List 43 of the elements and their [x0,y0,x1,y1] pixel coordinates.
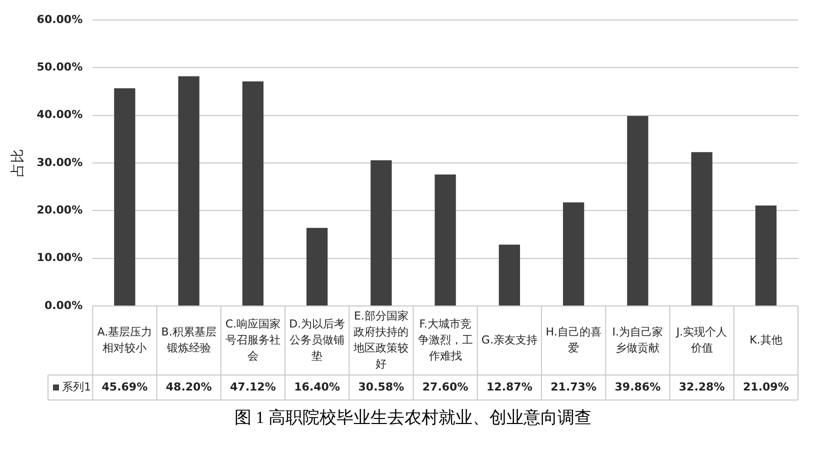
text: 图 1 高职院校毕业生去农村就业、创业意向调查 [234,407,592,429]
y-tick-label: 20.00% [36,204,83,217]
y-axis-title: 占比 [10,149,26,177]
x-tick-label: K.其他 [750,333,782,346]
data-label: 16.40% [294,380,340,394]
data-label: 27.60% [422,380,468,394]
y-tick-label: 40.00% [36,108,83,122]
x-tick-label: I.为自己家乡做贡献 [612,325,664,354]
data-label: 21.73% [550,380,596,394]
bar [242,81,264,306]
bar [306,228,328,306]
data-label: 47.12% [230,380,276,394]
data-label: 39.86% [614,380,661,394]
bar [498,244,520,306]
x-tick-label: G.亲友支持 [481,333,538,346]
bar [562,202,584,306]
y-tick-label: 0.00% [44,298,83,312]
bar [691,152,712,306]
bar [627,116,648,306]
bar [370,160,392,306]
data-label: 45.69% [102,380,148,394]
x-tick-label: A.基层压力相对较小 [97,325,152,354]
x-tick-label: F.大城市竞争激烈，工作难找 [418,317,473,362]
x-tick-label: C.响应国家号召服务社会 [225,317,281,362]
data-label: 32.28% [678,380,725,394]
x-tick-label: J.实现个人价值 [675,325,728,354]
y-tick-label: 50.00% [36,60,83,74]
data-label: 12.87% [486,380,532,394]
x-tick-label: H.自己的喜爱 [546,325,602,354]
bar [178,76,200,306]
x-tick-label: E.部分国家政府扶持的地区政策较好 [352,309,409,370]
x-tick-label: B.积累基层锻炼经验 [161,325,216,354]
y-tick-label: 30.00% [36,156,83,169]
data-label: 21.09% [743,380,789,394]
y-tick-label: 60.00% [36,12,83,26]
bar [114,88,136,306]
data-label: 48.20% [166,380,212,394]
bar [434,174,456,306]
bar [755,205,777,306]
y-tick-label: 10.00% [36,251,83,264]
x-tick-label: D.为以后考公务员做铺垫 [289,317,346,362]
data-label: 30.58% [358,380,404,394]
legend-label: 系列1 [62,380,91,394]
